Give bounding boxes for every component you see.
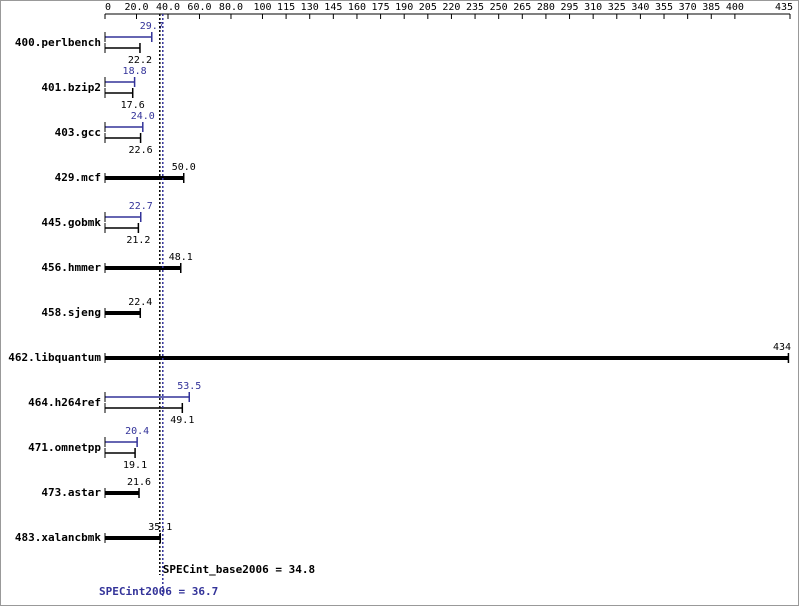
category-label: 471.omnetpp <box>28 441 101 454</box>
x-tick-label: 295 <box>561 2 579 13</box>
x-tick-label: 60.0 <box>187 2 211 13</box>
category-label: 483.xalancbmk <box>15 531 101 544</box>
x-tick-label: 265 <box>513 2 531 13</box>
x-tick-label: 220 <box>442 2 460 13</box>
x-tick-label: 160 <box>348 2 366 13</box>
value-label: 49.1 <box>170 415 194 426</box>
value-label: 22.4 <box>128 297 152 308</box>
value-label: 29.7 <box>140 21 164 32</box>
value-label: 22.6 <box>129 145 153 156</box>
x-tick-label: 280 <box>537 2 555 13</box>
value-label: 19.1 <box>123 460 147 471</box>
category-label: 464.h264ref <box>28 396 101 409</box>
x-tick-label: 115 <box>277 2 295 13</box>
x-tick-label: 80.0 <box>219 2 243 13</box>
value-label: 22.7 <box>129 201 153 212</box>
x-tick-label: 0 <box>105 2 111 13</box>
category-label: 445.gobmk <box>41 216 101 229</box>
category-label: 462.libquantum <box>8 351 101 364</box>
x-tick-label: 310 <box>584 2 602 13</box>
x-tick-label: 400 <box>726 2 744 13</box>
x-tick-label: 130 <box>301 2 319 13</box>
value-label: 21.2 <box>126 235 150 246</box>
reference-label: SPECint2006 = 36.7 <box>99 585 218 598</box>
category-label: 401.bzip2 <box>41 81 101 94</box>
category-label: 429.mcf <box>55 171 101 184</box>
x-tick-label: 435 <box>775 2 793 13</box>
value-label: 17.6 <box>121 100 145 111</box>
category-label: 473.astar <box>41 486 101 499</box>
x-tick-label: 145 <box>324 2 342 13</box>
x-tick-label: 190 <box>395 2 413 13</box>
value-label: 48.1 <box>169 252 193 263</box>
category-label: 403.gcc <box>55 126 101 139</box>
value-label: 18.8 <box>123 66 147 77</box>
value-label: 50.0 <box>172 162 196 173</box>
x-tick-label: 205 <box>419 2 437 13</box>
category-label: 458.sjeng <box>41 306 101 319</box>
value-label: 21.6 <box>127 477 151 488</box>
category-label: 400.perlbench <box>15 36 101 49</box>
value-label: 22.2 <box>128 55 152 66</box>
value-label: 24.0 <box>131 111 155 122</box>
x-tick-label: 250 <box>490 2 508 13</box>
x-tick-label: 355 <box>655 2 673 13</box>
value-label: 434 <box>773 342 791 353</box>
x-tick-label: 235 <box>466 2 484 13</box>
value-label: 53.5 <box>177 381 201 392</box>
x-tick-label: 40.0 <box>156 2 180 13</box>
x-tick-label: 20.0 <box>124 2 148 13</box>
value-label: 20.4 <box>125 426 149 437</box>
x-tick-label: 100 <box>253 2 271 13</box>
x-tick-label: 325 <box>608 2 626 13</box>
x-tick-label: 385 <box>702 2 720 13</box>
reference-label: SPECint_base2006 = 34.8 <box>163 563 315 576</box>
category-label: 456.hmmer <box>41 261 101 274</box>
x-tick-label: 340 <box>631 2 649 13</box>
x-tick-label: 175 <box>372 2 390 13</box>
x-tick-label: 370 <box>679 2 697 13</box>
